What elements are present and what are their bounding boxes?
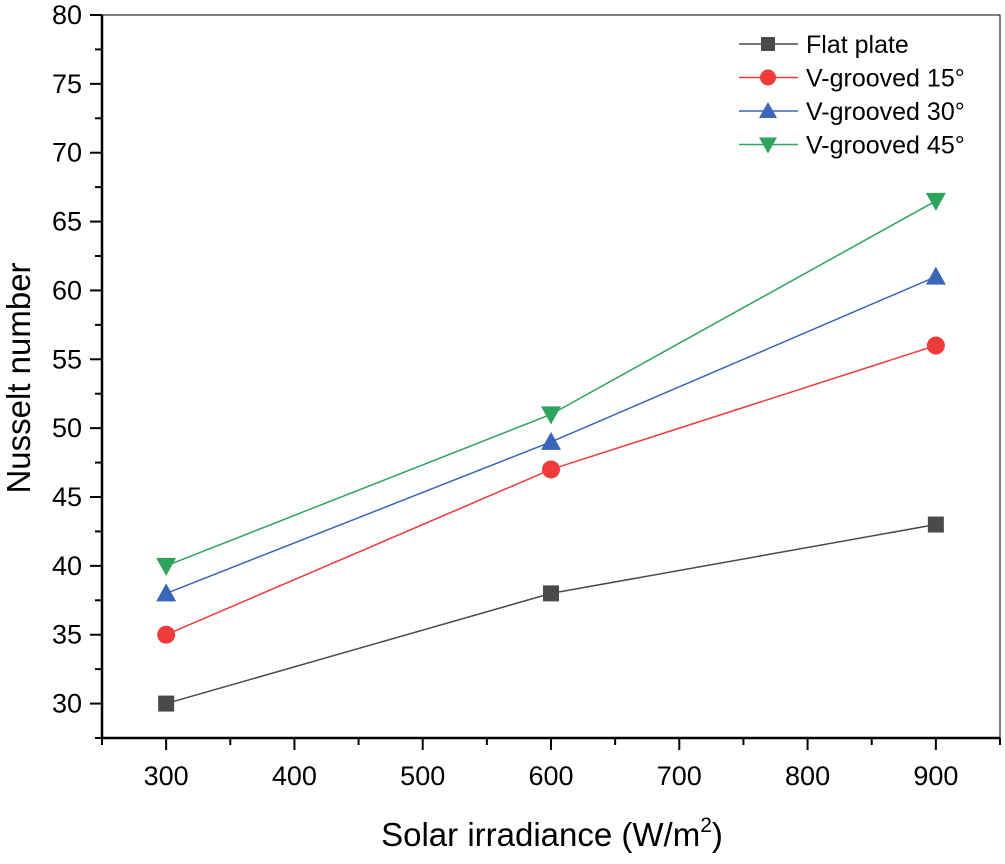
- square-marker: [761, 37, 775, 51]
- x-tick-label: 300: [144, 761, 189, 791]
- x-tick-label: 500: [400, 761, 445, 791]
- x-axis-label-main: Solar irradiance (W/m: [381, 816, 700, 853]
- triangle-down-marker: [156, 557, 177, 576]
- circle-marker: [157, 625, 176, 644]
- y-tick-label: 30: [52, 689, 82, 719]
- triangle-up-marker: [925, 266, 946, 285]
- circle-marker: [926, 336, 945, 355]
- square-marker: [158, 695, 175, 712]
- series-1: [157, 336, 945, 644]
- square-marker: [543, 585, 559, 602]
- series-line: [165, 523, 936, 705]
- x-tick-label: 800: [785, 761, 830, 791]
- y-tick-label: 40: [52, 551, 82, 581]
- y-tick-label: 75: [52, 69, 82, 99]
- y-tick-label: 60: [52, 275, 82, 305]
- y-tick-label: 80: [52, 0, 82, 30]
- square-marker: [927, 516, 944, 533]
- y-tick-label: 35: [52, 620, 82, 650]
- x-tick-label: 900: [913, 761, 958, 791]
- triangle-up-marker: [541, 431, 561, 450]
- triangle-up-marker: [156, 583, 177, 602]
- series-3: [156, 192, 946, 576]
- circle-marker: [542, 460, 560, 479]
- legend-label: V-grooved 30°: [806, 98, 965, 126]
- x-tick-label: 400: [272, 761, 317, 791]
- circle-marker: [760, 69, 776, 86]
- legend-label: V-grooved 45°: [806, 132, 965, 160]
- legend-item: V-grooved 15°: [739, 65, 965, 93]
- y-tick-label: 50: [52, 413, 82, 443]
- x-tick-label: 600: [528, 761, 573, 791]
- y-tick-label: 55: [52, 344, 82, 374]
- legend-label: V-grooved 15°: [806, 65, 965, 93]
- x-axis-label: Solar irradiance (W/m2): [381, 814, 723, 853]
- y-tick-label: 65: [52, 207, 82, 237]
- triangle-up-marker: [759, 102, 777, 118]
- triangle-down-marker: [925, 192, 946, 211]
- y-axis-label: Nusselt number: [0, 262, 37, 493]
- y-tick-label: 70: [52, 138, 82, 168]
- legend-item: Flat plate: [739, 31, 909, 59]
- series-2: [156, 266, 946, 602]
- triangle-down-marker: [759, 137, 777, 154]
- series-0: [158, 516, 944, 712]
- legend-item: V-grooved 45°: [739, 132, 965, 160]
- y-tick-label: 45: [52, 482, 82, 512]
- x-tick-label: 700: [657, 761, 702, 791]
- legend-item: V-grooved 30°: [739, 98, 965, 126]
- triangle-down-marker: [541, 406, 561, 425]
- legend-label: Flat plate: [806, 31, 909, 59]
- x-axis-label-sup: 2: [700, 814, 712, 837]
- x-axis-label-end: ): [712, 816, 723, 853]
